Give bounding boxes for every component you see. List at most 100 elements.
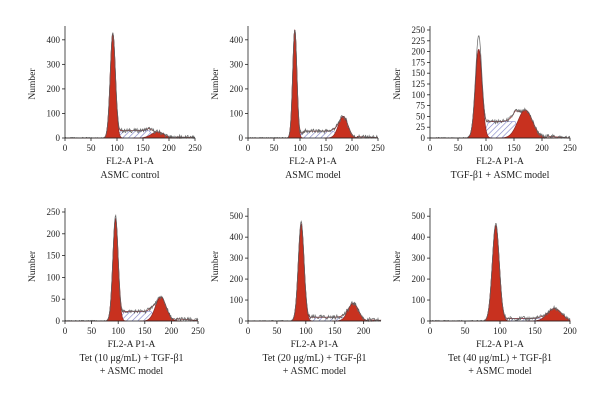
y-tick-label: 400 (47, 35, 61, 45)
g1-peak (102, 33, 124, 139)
x-tick-label: 50 (272, 326, 282, 336)
x-tick-label: 50 (87, 143, 97, 153)
x-tick-label: 0 (63, 326, 68, 336)
x-tick-label: 0 (246, 143, 251, 153)
model-fit-line (248, 223, 382, 322)
y-tick-label: 150 (412, 68, 426, 78)
y-tick-label: 500 (412, 211, 426, 221)
y-tick-label: 250 (412, 25, 426, 35)
y-tick-label: 100 (47, 108, 61, 118)
x-tick-label: 150 (136, 143, 150, 153)
y-tick-label: 100 (230, 108, 244, 118)
raw-histogram-line (64, 32, 196, 140)
x-axis-label: FL2-A P1-A (106, 157, 154, 167)
y-tick-label: 175 (412, 57, 426, 67)
model-fit-line (65, 33, 196, 139)
raw-histogram-line (247, 220, 382, 323)
x-tick-label: 100 (293, 143, 307, 153)
x-tick-label: 50 (454, 143, 464, 153)
y-tick-label: 0 (421, 316, 426, 326)
panel-caption: Tet (10 μg/mL) + TGF-β1 (79, 353, 183, 364)
y-axis-label: Number (211, 250, 221, 282)
x-axis-label: FL2-A P1-A (108, 340, 156, 350)
x-tick-label: 200 (563, 326, 577, 336)
y-axis-label: Number (393, 68, 403, 100)
histogram-panel-4: 0 50 100 150 200 250 0 50 100 150 200 250 FL2-A P1-A… (28, 207, 205, 377)
y-tick-label: 0 (56, 316, 61, 326)
y-tick-label: 200 (230, 84, 244, 94)
panel-caption: Tet (20 μg/mL) + TGF-β1 (262, 353, 366, 364)
y-tick-label: 150 (47, 251, 61, 261)
g1-peak (289, 224, 314, 322)
y-tick-label: 50 (51, 294, 61, 304)
x-axis-label: FL2-A P1-A (476, 157, 524, 167)
y-tick-label: 0 (421, 133, 426, 143)
x-tick-label: 250 (563, 143, 577, 153)
x-axis-label: FL2-A P1-A (476, 340, 524, 350)
x-tick-label: 200 (535, 143, 549, 153)
x-tick-label: 150 (319, 143, 333, 153)
x-tick-label: 50 (87, 326, 97, 336)
histogram-panel-3: 0 50 100 150 200 2500255075100125150175200225… (393, 25, 577, 181)
y-tick-label: 300 (412, 253, 426, 263)
x-tick-label: 150 (138, 326, 152, 336)
x-tick-label: 0 (428, 143, 433, 153)
panel-caption: TGF-β1 + ASMC model (451, 170, 550, 181)
y-tick-label: 0 (56, 133, 61, 143)
x-tick-label: 200 (165, 326, 179, 336)
y-tick-label: 400 (412, 232, 426, 242)
panel-caption: Tet (40 μg/mL) + TGF-β1 (448, 353, 552, 364)
x-tick-label: 150 (528, 326, 542, 336)
panel-caption: + ASMC model (283, 366, 347, 377)
x-tick-label: 250 (188, 143, 202, 153)
y-axis-label: Number (28, 250, 38, 282)
x-tick-label: 0 (246, 326, 251, 336)
x-tick-label: 100 (479, 143, 493, 153)
raw-histogram-line (64, 214, 199, 322)
panel-caption: + ASMC model (100, 366, 164, 377)
histogram-panel-1: 0 50 100 150 200 250 0 100 200 300 400 FL2-A P1-A Nu… (28, 26, 202, 181)
histogram-panel-6: 0 50 100 150 200 0 100 200 300 400 500 FL2-A P1-A Nu… (393, 208, 577, 377)
g1-peak (481, 225, 511, 322)
y-tick-label: 125 (412, 79, 426, 89)
y-tick-label: 400 (230, 35, 244, 45)
y-tick-label: 0 (239, 316, 244, 326)
y-tick-label: 75 (416, 101, 426, 111)
panel-caption: ASMC model (285, 170, 341, 181)
x-tick-label: 50 (270, 143, 280, 153)
x-tick-label: 250 (191, 326, 205, 336)
x-tick-label: 100 (110, 143, 124, 153)
x-axis-label: FL2-A P1-A (289, 157, 337, 167)
y-tick-label: 100 (230, 295, 244, 305)
x-tick-label: 100 (111, 326, 125, 336)
y-tick-label: 25 (416, 122, 426, 132)
y-axis-label: Number (211, 68, 221, 100)
x-axis-label: FL2-A P1-A (291, 340, 339, 350)
x-tick-label: 200 (345, 143, 359, 153)
y-axis-label: Number (393, 250, 403, 282)
y-tick-label: 100 (412, 90, 426, 100)
model-fit-line (248, 30, 379, 139)
y-tick-label: 300 (230, 59, 244, 69)
y-tick-label: 250 (47, 207, 61, 217)
g1-peak (104, 217, 127, 322)
y-tick-label: 50 (416, 111, 426, 121)
y-tick-label: 200 (47, 229, 61, 239)
y-tick-label: 300 (230, 253, 244, 263)
y-tick-label: 500 (230, 211, 244, 221)
panel-caption: ASMC control (100, 170, 159, 181)
y-tick-label: 300 (47, 59, 61, 69)
x-tick-label: 100 (493, 326, 507, 336)
y-tick-label: 0 (239, 133, 244, 143)
y-tick-label: 200 (47, 84, 61, 94)
y-tick-label: 100 (412, 295, 426, 305)
x-tick-label: 250 (371, 143, 385, 153)
histogram-panel-5: 0 50 100 150 200 0 100 200 300 400 500 FL2-A P1-A Nu… (211, 208, 382, 377)
panel-caption: + ASMC model (468, 366, 532, 377)
y-tick-label: 200 (412, 47, 426, 57)
model-fit-line (65, 218, 199, 322)
histogram-panel-2: 0 50 100 150 200 250 0 100 200 300 400 FL2-A P1-A Nu… (211, 26, 385, 181)
y-tick-label: 400 (230, 232, 244, 242)
g1-peak (286, 29, 304, 139)
